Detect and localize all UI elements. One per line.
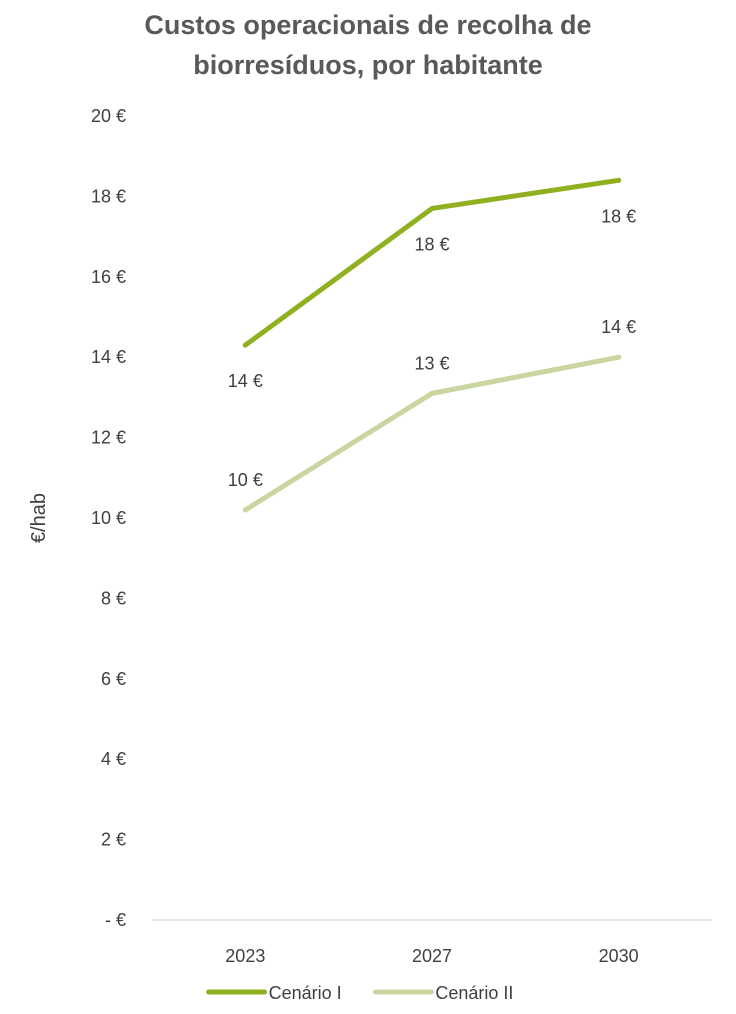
chart-title-line-1: Custos operacionais de recolha de [144, 10, 592, 40]
data-point [429, 390, 435, 396]
x-tick-label: 2030 [599, 946, 639, 966]
data-point [616, 177, 622, 183]
y-axis-label: €/hab [28, 493, 50, 543]
y-tick-label: 2 € [101, 830, 126, 850]
legend-label: Cenário I [269, 983, 342, 1003]
y-tick-label: 4 € [101, 749, 126, 769]
y-tick-label: 10 € [91, 508, 126, 528]
x-tick-label: 2027 [412, 946, 452, 966]
data-label: 10 € [228, 470, 263, 490]
y-tick-label: - € [105, 910, 126, 930]
legend-label: Cenário II [435, 983, 513, 1003]
data-point [242, 342, 248, 348]
data-label: 14 € [601, 317, 636, 337]
data-point [242, 507, 248, 513]
y-tick-label: 8 € [101, 588, 126, 608]
data-label: 14 € [228, 371, 263, 391]
y-tick-label: 18 € [91, 186, 126, 206]
data-label: 18 € [601, 206, 636, 226]
data-label: 13 € [414, 353, 449, 373]
data-label: 18 € [414, 234, 449, 254]
y-tick-label: 16 € [91, 267, 126, 287]
x-tick-label: 2023 [225, 946, 265, 966]
y-tick-label: 20 € [91, 106, 126, 126]
y-tick-label: 14 € [91, 347, 126, 367]
data-point [429, 205, 435, 211]
data-point [616, 354, 622, 360]
y-tick-label: 6 € [101, 669, 126, 689]
series-line-2 [242, 354, 622, 513]
y-tick-label: 12 € [91, 428, 126, 448]
chart-title-line-2: biorresíduos, por habitante [193, 50, 543, 80]
series-line-1 [242, 177, 622, 348]
